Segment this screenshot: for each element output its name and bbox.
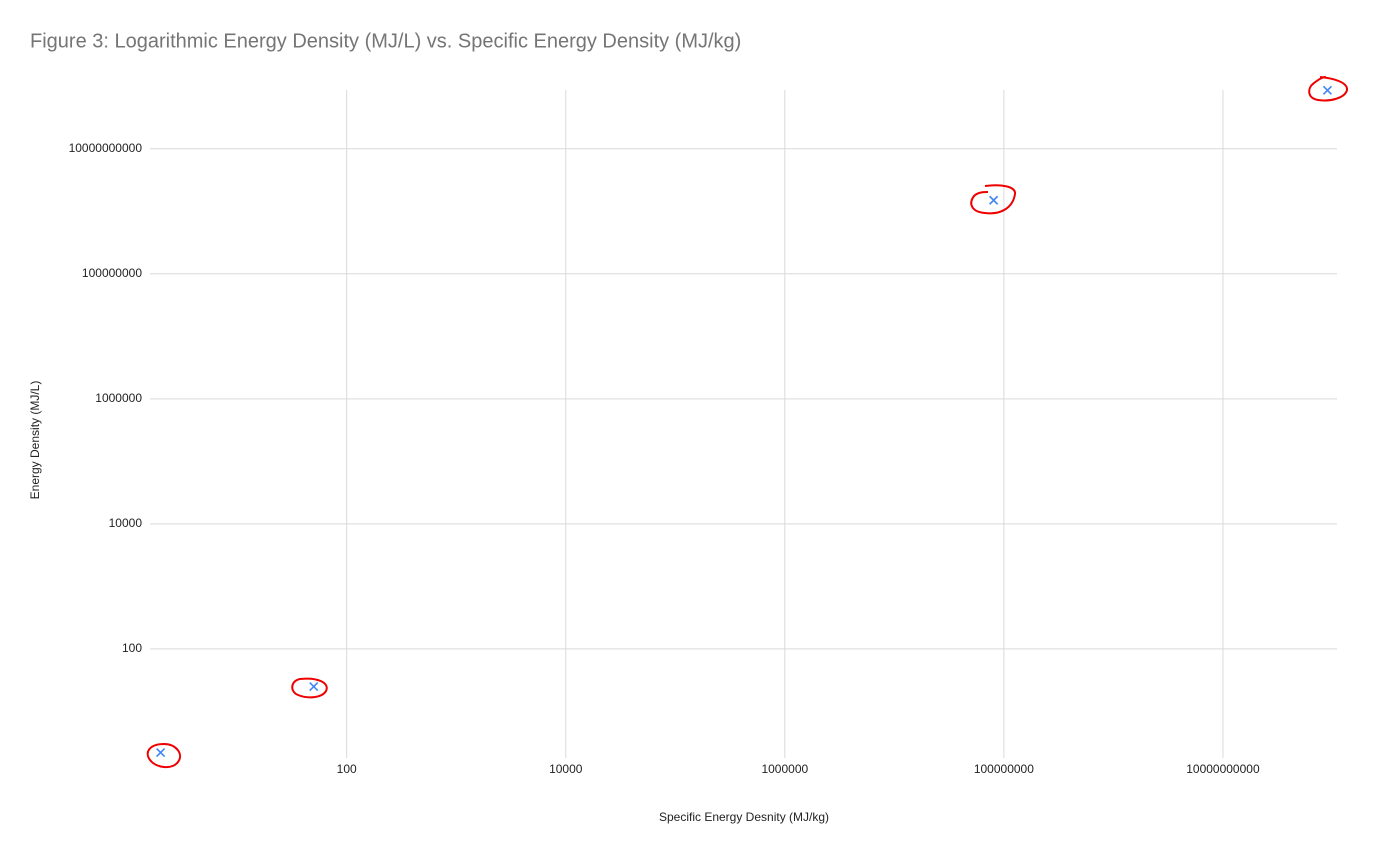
y-tick-label: 1000000 [95, 391, 142, 405]
chart-title: Figure 3: Logarithmic Energy Density (MJ… [30, 30, 741, 52]
x-tick-label: 100 [337, 762, 357, 776]
y-tick-label: 10000000000 [69, 141, 143, 155]
y-tick-label: 100000000 [82, 266, 142, 280]
annotations [146, 76, 1348, 768]
hand-circle [970, 184, 1016, 215]
x-tick-label: 100000000 [974, 762, 1034, 776]
point [1322, 85, 1333, 95]
y-tick-label: 10000 [109, 516, 143, 530]
point [309, 681, 319, 692]
plot-area: 100 10000 1000000 100000000 10000000000 100 10… [69, 85, 1337, 776]
x-tick-label: 10000 [549, 762, 583, 776]
y-tick-label: 100 [122, 641, 142, 655]
x-tick-label: 1000000 [761, 762, 808, 776]
x-axis-title: Specific Energy Desnity (MJ/kg) [659, 810, 829, 824]
hand-circle [291, 677, 328, 699]
y-axis-title: Energy Density (MJ/L) [28, 381, 42, 500]
point [156, 747, 166, 758]
hand-circle [1308, 76, 1348, 102]
x-tick-label: 10000000000 [1186, 762, 1260, 776]
point [989, 195, 999, 205]
hand-circle [146, 743, 182, 768]
